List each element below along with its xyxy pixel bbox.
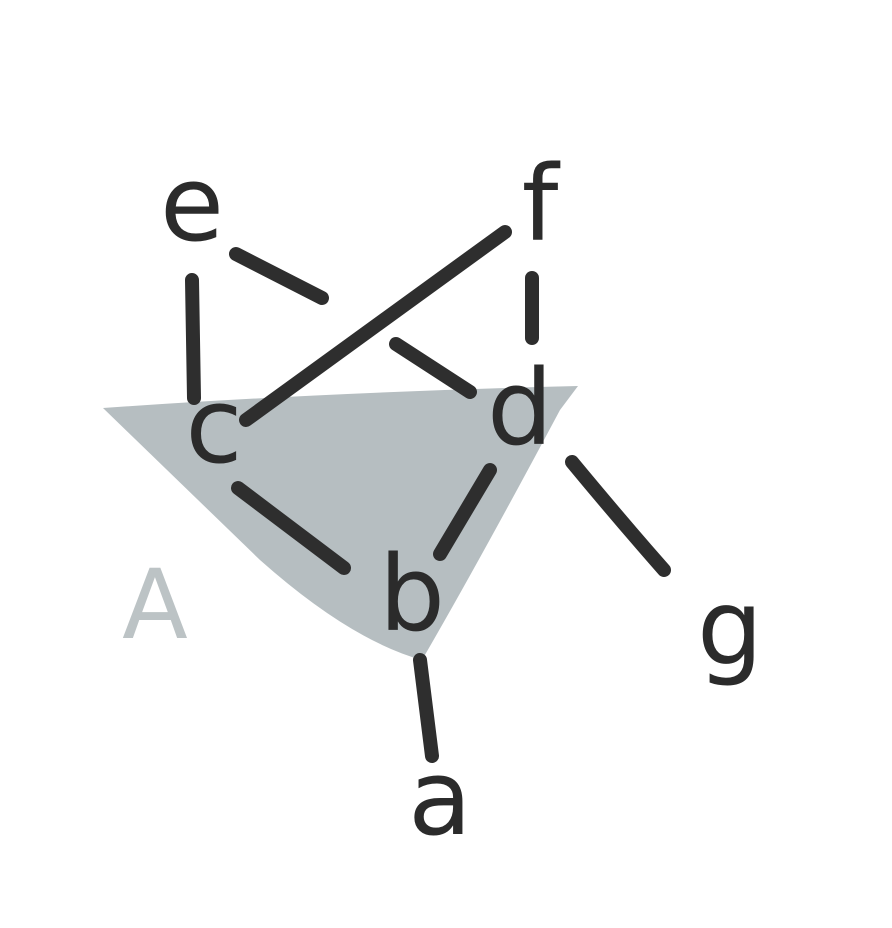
node-e: e [160, 143, 224, 265]
edge-d-g [565, 455, 671, 577]
node-g: g [697, 567, 763, 689]
node-c: c [185, 365, 242, 487]
region-A-shape [103, 386, 578, 660]
region-A-label: A [122, 549, 188, 661]
region-A: A [103, 386, 578, 661]
edge-b-a [413, 653, 439, 763]
node-f: f [522, 143, 561, 265]
edge-e-d-2 [389, 337, 477, 399]
node-a: a [408, 737, 472, 859]
edge-f-c [239, 225, 512, 427]
edges [185, 225, 671, 763]
edge-e-c [185, 273, 201, 405]
edge-d-b [433, 463, 497, 561]
edge-c-b [231, 481, 351, 575]
edge-e-d-1 [229, 247, 329, 305]
nodes: e f c d b g a [160, 143, 763, 859]
node-b: b [379, 533, 445, 655]
node-d: d [487, 347, 553, 469]
